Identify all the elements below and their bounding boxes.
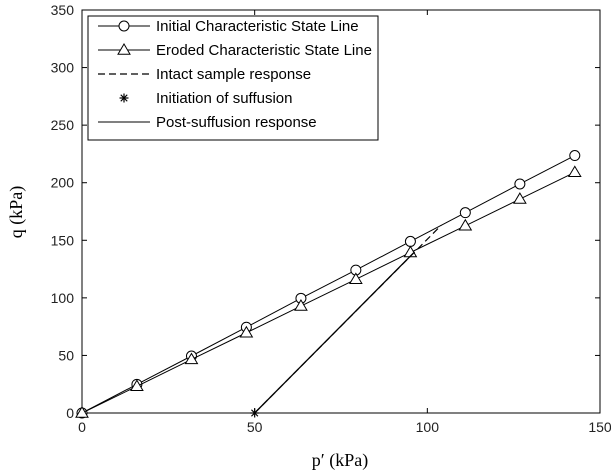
series-layer xyxy=(75,150,582,419)
circle-marker xyxy=(118,20,130,32)
legend-label: Post-suffusion response xyxy=(156,114,317,131)
y-tick-label: 350 xyxy=(51,2,75,18)
legend-entry: Initial Characteristic State Line xyxy=(98,18,359,35)
x-tick-label: 100 xyxy=(416,419,440,435)
triangle-marker xyxy=(567,165,582,178)
asterisk-marker xyxy=(250,408,260,418)
series-line xyxy=(81,155,576,414)
asterisk-marker xyxy=(119,93,129,103)
series-line xyxy=(81,171,576,414)
axis-ticks: 0 50 100 150 0 50 100 150 200 250 300 350 xyxy=(51,2,611,435)
legend-box xyxy=(87,15,379,141)
y-axis-label: q (kPa) xyxy=(6,186,27,239)
triangle-marker xyxy=(458,218,473,231)
y-tick-label: 250 xyxy=(51,117,75,133)
x-tick-label: 150 xyxy=(588,419,611,435)
triangle-marker xyxy=(75,406,89,418)
triangle-marker xyxy=(117,43,131,55)
legend-entry: Initiation of suffusion xyxy=(119,90,292,107)
legend: Initial Characteristic State Line Eroded … xyxy=(87,15,379,141)
series-4 xyxy=(254,252,414,414)
x-axis-label: p′ (kPa) xyxy=(312,450,368,471)
triangle-marker xyxy=(348,272,363,285)
legend-entry: Intact sample response xyxy=(98,66,311,83)
circle-marker xyxy=(569,150,581,162)
series-1 xyxy=(75,165,582,418)
y-tick-label: 300 xyxy=(51,60,75,76)
circle-marker xyxy=(514,178,526,190)
y-tick-label: 0 xyxy=(66,405,74,421)
triangle-marker xyxy=(513,192,527,204)
circle-marker xyxy=(459,207,471,219)
x-tick-label: 0 xyxy=(78,419,86,435)
x-tick-label: 50 xyxy=(247,419,263,435)
legend-entry: Post-suffusion response xyxy=(98,114,317,131)
legend-label: Initiation of suffusion xyxy=(156,90,292,107)
triangle-marker xyxy=(184,352,199,365)
y-tick-label: 100 xyxy=(51,290,75,306)
y-tick-label: 200 xyxy=(51,175,75,191)
legend-label: Initial Characteristic State Line xyxy=(156,18,359,35)
triangle-marker xyxy=(239,325,254,338)
triangle-marker xyxy=(294,299,308,311)
series-3 xyxy=(250,408,260,418)
series-line xyxy=(254,252,414,414)
legend-label: Intact sample response xyxy=(156,66,311,83)
legend-label: Eroded Characteristic State Line xyxy=(156,42,372,59)
triangle-marker xyxy=(130,379,144,391)
y-tick-label: 150 xyxy=(51,232,75,248)
legend-entry: Eroded Characteristic State Line xyxy=(98,42,372,59)
y-tick-label: 50 xyxy=(58,347,74,363)
circle-marker xyxy=(404,235,416,247)
